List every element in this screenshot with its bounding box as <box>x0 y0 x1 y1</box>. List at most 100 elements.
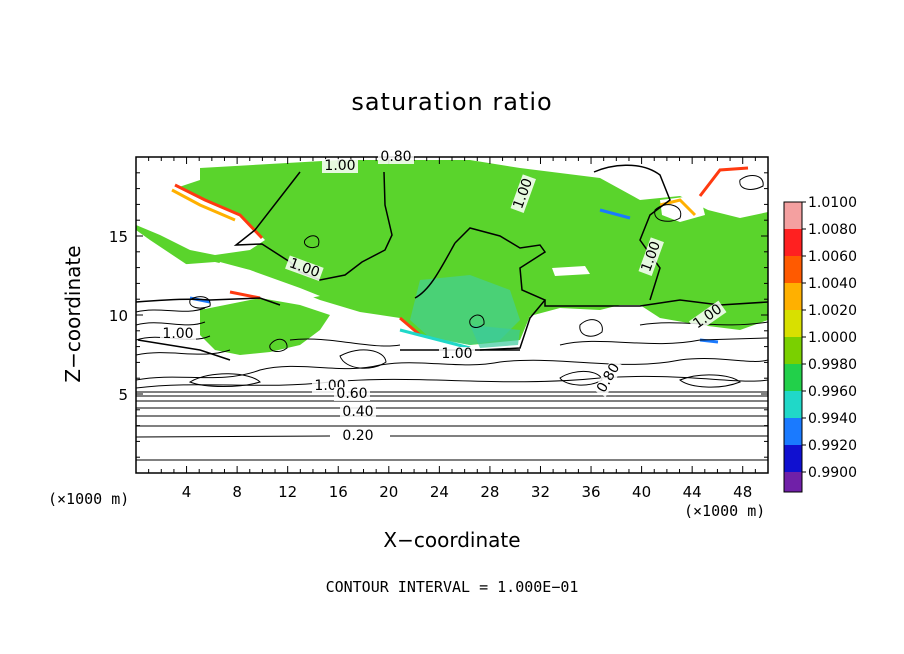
contour-label-bg <box>378 150 414 164</box>
contour-line <box>269 338 288 353</box>
contour-line <box>136 338 401 356</box>
x-axis-unit-right: (×1000 m) <box>684 502 766 520</box>
colorbar-swatch <box>784 364 802 391</box>
contour-line <box>469 314 485 328</box>
contour-label-bg <box>439 347 475 361</box>
contour-line <box>136 297 281 306</box>
colorbar-label: 1.0020 <box>808 303 857 319</box>
contour-line <box>136 375 768 389</box>
colorbar-label: 1.0000 <box>808 330 857 346</box>
contour-line <box>654 204 682 222</box>
saturation-field <box>136 157 768 473</box>
field-green-upper <box>136 160 768 345</box>
edge-cyan-1 <box>399 328 471 350</box>
contour-label-bg <box>638 237 664 276</box>
contour-label-group: 0.20 <box>340 428 376 444</box>
colorbar-swatch <box>784 391 802 418</box>
colorbar-swatch <box>784 472 802 492</box>
contour-line <box>579 319 603 337</box>
x-tick-label: 12 <box>278 483 297 501</box>
contour-line <box>593 164 671 301</box>
contour-label-bg <box>334 387 370 401</box>
colorbar-swatch <box>784 445 802 472</box>
colorbar-label: 0.9920 <box>808 438 857 454</box>
edge-red-4 <box>229 290 261 300</box>
field-white-gap-1 <box>136 185 265 255</box>
contour-label-group: 0.60 <box>334 386 370 402</box>
colorbar-label: 0.9960 <box>808 384 857 400</box>
x-tick-label: 4 <box>182 483 192 501</box>
contour-label-bg <box>340 405 376 419</box>
contour-label: 1.00 <box>441 346 472 362</box>
contour-line <box>303 235 320 249</box>
contour-label-bg <box>160 327 196 341</box>
contour-label: 1.00 <box>162 326 193 342</box>
y-tick-label: 5 <box>118 386 128 404</box>
contour-label: 0.80 <box>380 149 411 165</box>
colorbar-label: 0.9900 <box>808 465 857 481</box>
colorbar-swatch <box>784 256 802 283</box>
field-white-gap-2 <box>680 165 768 214</box>
contour-line <box>233 171 393 281</box>
colorbar-label: 1.0040 <box>808 276 857 292</box>
colorbar-swatch <box>784 418 802 445</box>
contour-line <box>414 242 456 299</box>
contour-line <box>339 349 387 369</box>
y-tick-label: 10 <box>109 307 128 325</box>
contour-label-bg <box>688 300 727 333</box>
field-green-mid <box>200 298 330 355</box>
contour-label-bg <box>510 174 536 213</box>
contour-lines <box>136 164 768 461</box>
x-axis-unit-left: (×1000 m) <box>48 490 130 508</box>
contour-label-bg <box>340 429 376 443</box>
contour-label: 1.00 <box>324 158 355 174</box>
x-tick-label: 24 <box>430 483 449 501</box>
x-tick-label: 20 <box>379 483 398 501</box>
contour-line <box>136 307 206 313</box>
contour-line <box>679 374 741 388</box>
contour-label-bg <box>322 159 358 173</box>
x-tick-label: 16 <box>329 483 348 501</box>
contour-label-group: 0.40 <box>340 404 376 420</box>
contour-line <box>454 227 547 351</box>
edge-red-3 <box>399 316 421 337</box>
colorbar-label: 1.0100 <box>808 195 857 211</box>
contour-label-group: 1.00 <box>322 158 358 174</box>
colorbar-label: 0.9980 <box>808 357 857 373</box>
contour-line <box>544 299 768 307</box>
x-axis: 4 8 12 16 20 24 28 32 36 40 44 48 <box>148 157 756 501</box>
contour-line <box>136 358 768 381</box>
colorbar-label: 1.0060 <box>808 249 857 265</box>
contour-line <box>136 435 768 438</box>
field-cyan-patch-2 <box>470 325 520 348</box>
colorbar-swatch <box>784 283 802 310</box>
x-tick-label: 28 <box>480 483 499 501</box>
edge-orange-1 <box>171 188 236 222</box>
edge-red-1 <box>174 183 264 240</box>
x-axis-label: X−coordinate <box>0 528 904 552</box>
y-axis: 5 10 15 <box>109 172 768 458</box>
colorbar-label: 0.9940 <box>808 411 857 427</box>
contour-label: 0.60 <box>336 386 367 402</box>
contour-interval-note: CONTOUR INTERVAL = 1.000E−01 <box>325 578 579 596</box>
contour-line <box>189 296 211 309</box>
y-axis-label: Z−coordinate <box>61 245 85 383</box>
chart-title: saturation ratio <box>351 88 553 116</box>
contour-label-group: 1.00 <box>439 346 475 362</box>
contour-label-bg <box>285 255 324 281</box>
colorbar-swatch <box>784 337 802 364</box>
x-tick-label: 44 <box>683 483 702 501</box>
contour-label: 0.40 <box>342 404 373 420</box>
edge-red-2 <box>698 166 749 197</box>
contour-label: 0.20 <box>342 428 373 444</box>
x-axis-label-text: X−coordinate <box>383 528 521 552</box>
colorbar-label: 1.0080 <box>808 222 857 238</box>
colorbar-swatch <box>784 229 802 256</box>
y-tick-label: 15 <box>109 228 128 246</box>
colorbar-swatch <box>784 202 802 229</box>
field-white-gap-3 <box>160 262 320 305</box>
x-tick-label: 8 <box>232 483 242 501</box>
contour-label-group: 0.80 <box>378 149 414 165</box>
colorbar-frame <box>783 201 803 493</box>
